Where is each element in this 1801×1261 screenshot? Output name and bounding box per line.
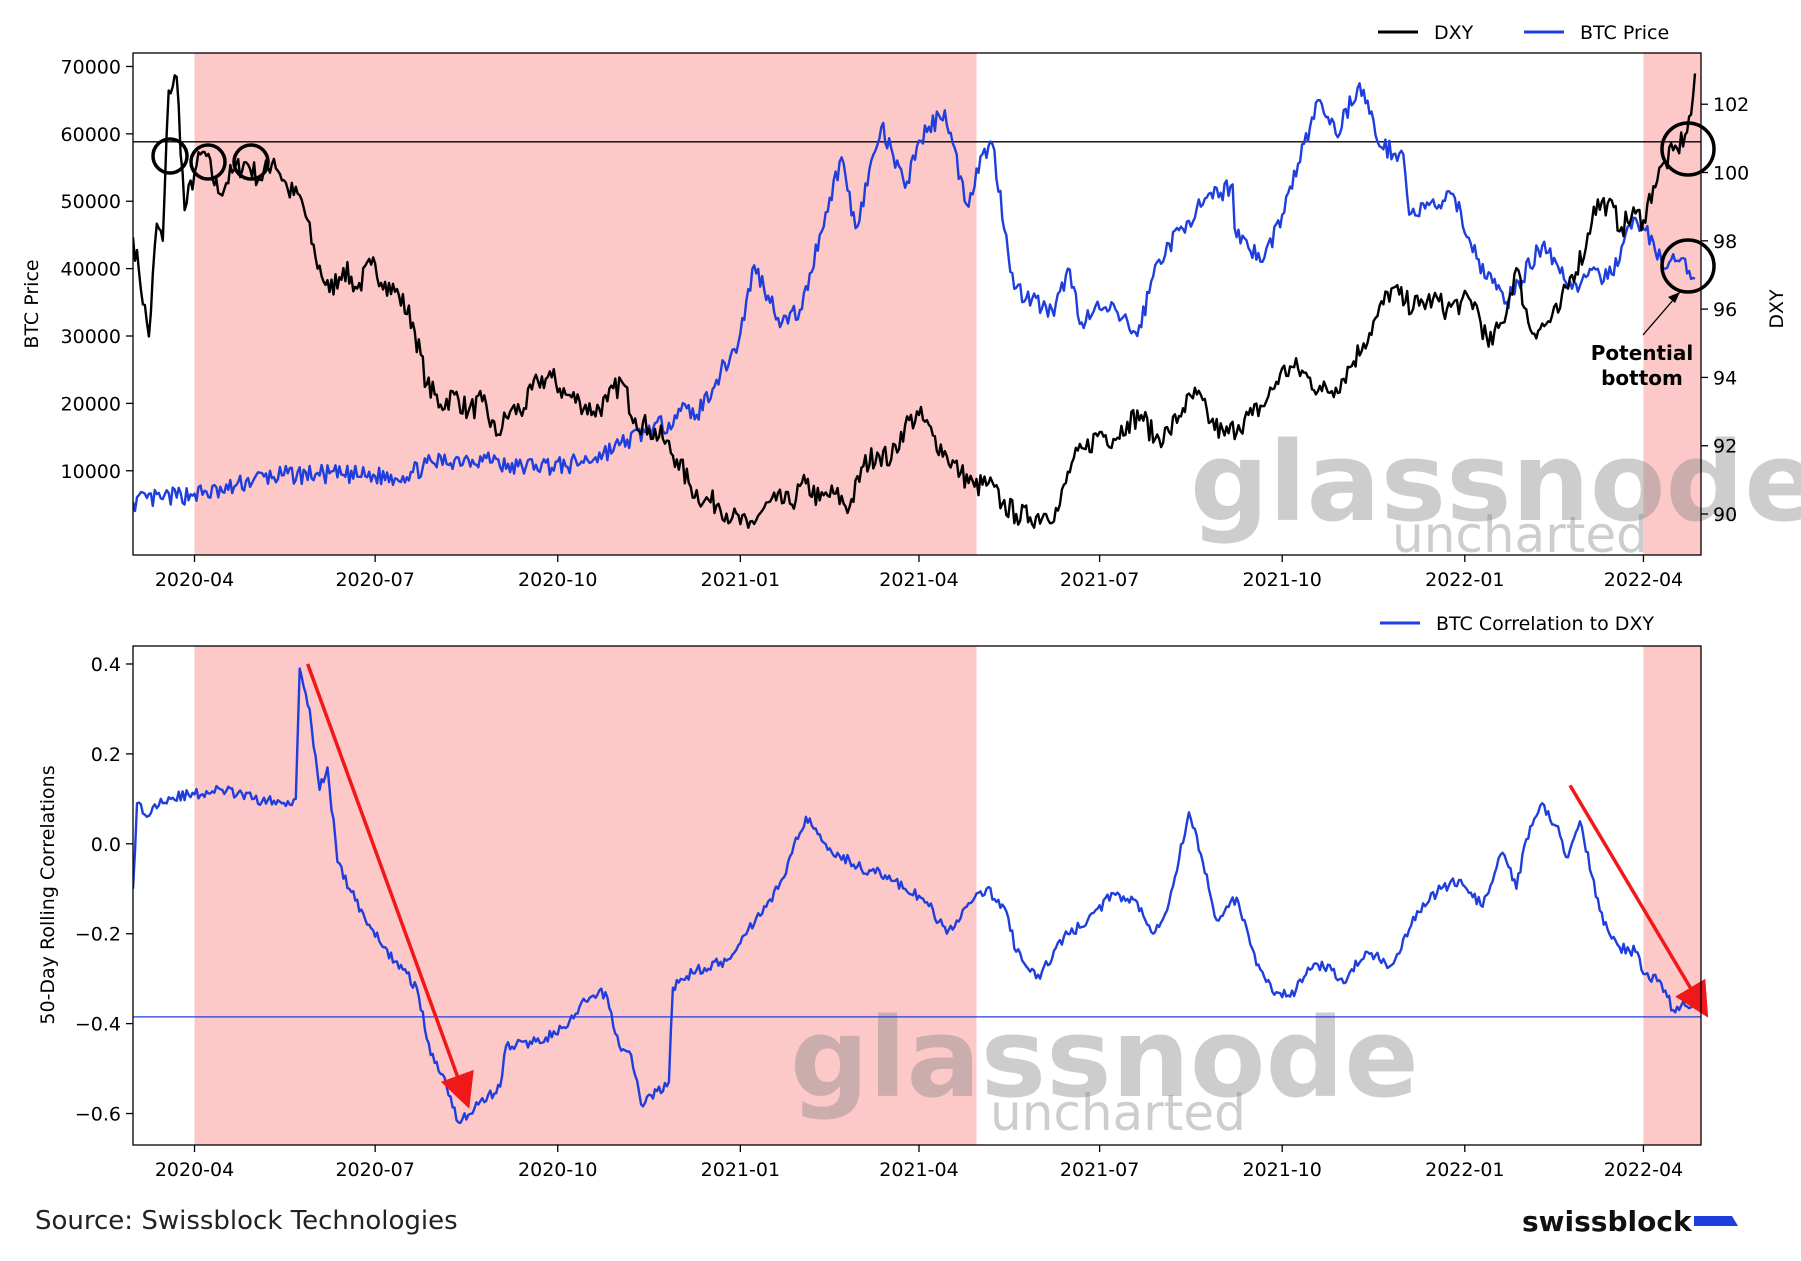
watermark-sub-text: uncharted: [1392, 506, 1648, 564]
top-x-tick-label: 2020-07: [335, 569, 414, 591]
top-plot-frame: [132, 52, 1702, 556]
btc-price-axis-label: BTC Price: [21, 259, 43, 348]
trend-arrow-2: [1568, 784, 1709, 1018]
top-legend: DXY BTC Price: [1378, 22, 1669, 44]
bottom-x-tick-label: 2022-04: [1604, 1159, 1683, 1181]
annotation-text: Potential bottom: [1591, 341, 1694, 390]
bottom-x-tick-label: 2020-04: [155, 1159, 234, 1181]
top-x-tick-label: 2021-07: [1060, 569, 1139, 591]
watermark-main-text-2: glassnode: [790, 994, 1419, 1122]
top-x-tick-label: 2020-10: [518, 569, 597, 591]
bottom-y-tick-label: 0.4: [91, 654, 121, 676]
top-right-y-tick-label: 98: [1713, 231, 1737, 253]
top-x-axis: 2020-04 2020-07 2020-10 2021-01 2021-04 2021-…: [155, 555, 1683, 591]
bottom-y-tick-label: −0.2: [75, 924, 121, 946]
bottom-x-tick-label: 2020-07: [335, 1159, 414, 1181]
correlation-line: [133, 667, 1697, 1125]
bottom-plot-frame: [132, 645, 1702, 1146]
btc-price-line: [133, 82, 1696, 513]
top-left-y-tick-label: 50000: [61, 191, 121, 213]
watermark-main-text: glassnode: [1190, 418, 1801, 546]
annotation-arrow-head: [1668, 292, 1680, 303]
bottom-watermark: glassnode uncharted: [790, 994, 1419, 1142]
top-x-tick-label: 2020-04: [155, 569, 234, 591]
top-x-tick-label: 2021-04: [879, 569, 958, 591]
potential-bottom-annotation: Potential bottom: [1591, 291, 1694, 390]
dxy-axis-label: DXY: [1766, 289, 1788, 329]
legend-dxy-label: DXY: [1434, 22, 1474, 44]
bottom-x-tick-label: 2020-10: [518, 1159, 597, 1181]
top-y-axis-left: 10000 20000 30000 40000 50000 60000 70000: [61, 56, 133, 483]
bottom-shaded-periods: [194, 646, 1701, 1145]
top-right-y-tick-label: 102: [1713, 94, 1749, 116]
bottom-x-axis: 2020-04 2020-07 2020-10 2021-01 2021-04 2021-…: [155, 1145, 1683, 1181]
bottom-y-tick-label: 0.0: [91, 834, 121, 856]
watermark-sub-text-2: uncharted: [990, 1084, 1246, 1142]
top-left-y-tick-label: 60000: [61, 124, 121, 146]
top-left-y-tick-label: 20000: [61, 393, 121, 415]
top-panel: glassnode uncharted Potential bottom 2020…: [21, 22, 1801, 591]
top-x-tick-label: 2021-10: [1243, 569, 1322, 591]
top-left-y-tick-label: 30000: [61, 326, 121, 348]
dxy-current-circle: [1660, 121, 1716, 177]
top-left-y-tick-label: 10000: [61, 461, 121, 483]
top-right-y-tick-label: 92: [1713, 436, 1737, 458]
top-shade-2: [1643, 53, 1701, 555]
dxy-peak-circle-1: [151, 137, 189, 175]
dxy-peak-circle-3: [232, 143, 270, 181]
bottom-x-tick-label: 2021-07: [1060, 1159, 1139, 1181]
bot-shade-2: [1643, 646, 1701, 1145]
legend-correlation-label: BTC Correlation to DXY: [1436, 613, 1654, 635]
top-y-axis-right: 90 92 94 96 98 100 102: [1701, 94, 1749, 526]
btc-current-circle: [1660, 238, 1716, 294]
top-x-tick-label: 2021-01: [701, 569, 780, 591]
top-x-tick-label: 2022-01: [1425, 569, 1504, 591]
top-watermark: glassnode uncharted: [1190, 418, 1801, 564]
annotation-circles: [151, 121, 1716, 294]
bottom-x-tick-label: 2021-01: [701, 1159, 780, 1181]
brand-logo-mark: [1694, 1216, 1738, 1226]
dxy-line: [133, 73, 1697, 529]
top-right-y-tick-label: 100: [1713, 163, 1749, 185]
correlation-axis-label: 50-Day Rolling Correlations: [37, 765, 59, 1024]
bot-shade-1: [194, 646, 977, 1145]
bottom-legend: BTC Correlation to DXY: [1380, 613, 1654, 635]
top-shaded-periods: [194, 53, 1701, 555]
bottom-y-axis: −0.6 −0.4 −0.2 0.0 0.2 0.4: [75, 654, 133, 1126]
bottom-y-tick-label: −0.4: [75, 1014, 121, 1036]
legend-btc-label: BTC Price: [1580, 22, 1669, 44]
brand-logo-text: swissblock: [1522, 1205, 1693, 1238]
bottom-panel: glassnode uncharted 2020-04 2020-07 2020-1…: [37, 613, 1709, 1181]
trend-arrow-1: [306, 663, 474, 1109]
bottom-x-tick-label: 2022-01: [1425, 1159, 1504, 1181]
trend-arrows: [306, 663, 1709, 1109]
bottom-y-tick-label: 0.2: [91, 744, 121, 766]
top-right-y-tick-label: 96: [1713, 299, 1737, 321]
bottom-y-tick-label: −0.6: [75, 1104, 121, 1126]
top-right-y-tick-label: 90: [1713, 504, 1737, 526]
top-left-y-tick-label: 70000: [61, 56, 121, 78]
top-x-tick-label: 2022-04: [1604, 569, 1683, 591]
bottom-x-tick-label: 2021-04: [879, 1159, 958, 1181]
top-left-y-tick-label: 40000: [61, 259, 121, 281]
source-caption: Source: Swissblock Technologies: [35, 1206, 458, 1236]
top-right-y-tick-label: 94: [1713, 367, 1737, 389]
bottom-x-tick-label: 2021-10: [1243, 1159, 1322, 1181]
dxy-peak-circle-2: [189, 143, 227, 181]
top-shade-1: [194, 53, 977, 555]
